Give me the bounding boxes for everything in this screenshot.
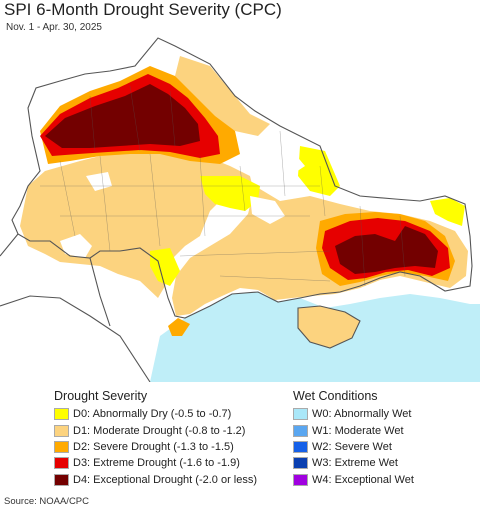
wet-legend-swatch — [293, 408, 308, 421]
wet-legend-label: W1: Moderate Wet — [312, 424, 404, 437]
source-credit: Source: NOAA/CPC — [4, 496, 89, 507]
region-none-2 — [86, 172, 112, 191]
drought-legend-swatch — [54, 424, 69, 437]
region-d0-central — [200, 176, 260, 211]
drought-legend-heading: Drought Severity — [54, 389, 148, 403]
wet-legend: W0: Abnormally Wet W1: Moderate Wet W2: Se… — [293, 406, 414, 488]
drought-legend-label: D3: Extreme Drought (-1.6 to -1.9) — [73, 457, 240, 470]
region-none-3 — [250, 196, 285, 224]
region-d4-north — [45, 84, 200, 148]
wet-legend-label: W0: Abnormally Wet — [312, 408, 412, 421]
region-d1-north — [175, 56, 270, 136]
wet-legend-item: W1: Moderate Wet — [293, 422, 414, 438]
drought-legend-item: D4: Exceptional Drought (-2.0 or less) — [54, 472, 257, 488]
drought-legend: D0: Abnormally Dry (-0.5 to -0.7) D1: Mod… — [54, 406, 257, 488]
drought-legend-item: D1: Moderate Drought (-0.8 to -1.2) — [54, 422, 257, 438]
page-title: SPI 6-Month Drought Severity (CPC) — [4, 0, 282, 19]
region-none-4 — [265, 146, 305, 176]
oblast-lines — [40, 85, 406, 287]
region-d1-crimea — [298, 306, 360, 348]
drought-legend-label: D0: Abnormally Dry (-0.5 to -0.7) — [73, 408, 232, 421]
region-d4-east — [335, 226, 438, 274]
drought-legend-label: D2: Severe Drought (-1.3 to -1.5) — [73, 440, 234, 453]
drought-legend-swatch — [54, 457, 69, 470]
date-range-subtitle: Nov. 1 - Apr. 30, 2025 — [6, 22, 102, 33]
neighbour-border-south — [0, 233, 151, 382]
wet-legend-item: W4: Exceptional Wet — [293, 472, 414, 488]
region-d0-donbas — [430, 198, 465, 226]
region-d1-west — [20, 146, 255, 298]
wet-legend-label: W4: Exceptional Wet — [312, 473, 414, 486]
drought-map — [0, 36, 480, 382]
wet-legend-item: W0: Abnormally Wet — [293, 406, 414, 422]
region-d0-south — [150, 248, 180, 286]
wet-legend-swatch — [293, 473, 308, 486]
drought-legend-swatch — [54, 440, 69, 453]
wet-legend-item: W3: Extreme Wet — [293, 455, 414, 471]
wet-legend-label: W3: Extreme Wet — [312, 457, 398, 470]
region-d2-southwest — [168, 318, 190, 336]
drought-legend-label: D1: Moderate Drought (-0.8 to -1.2) — [73, 424, 246, 437]
drought-legend-label: D4: Exceptional Drought (-2.0 or less) — [73, 473, 258, 486]
region-d0-east — [298, 146, 340, 196]
wet-legend-swatch — [293, 440, 308, 453]
wet-legend-item: W2: Severe Wet — [293, 439, 414, 455]
crimea-border — [297, 305, 361, 349]
country-border — [11, 37, 473, 319]
wet-legend-label: W2: Severe Wet — [312, 440, 392, 453]
drought-legend-item: D2: Severe Drought (-1.3 to -1.5) — [54, 439, 257, 455]
drought-legend-swatch — [54, 473, 69, 486]
drought-legend-item: D0: Abnormally Dry (-0.5 to -0.7) — [54, 406, 257, 422]
region-none-1 — [60, 234, 92, 258]
drought-legend-swatch — [54, 408, 69, 421]
wet-legend-swatch — [293, 424, 308, 437]
wet-legend-swatch — [293, 457, 308, 470]
wet-legend-heading: Wet Conditions — [293, 389, 378, 403]
drought-legend-item: D3: Extreme Drought (-1.6 to -1.9) — [54, 455, 257, 471]
